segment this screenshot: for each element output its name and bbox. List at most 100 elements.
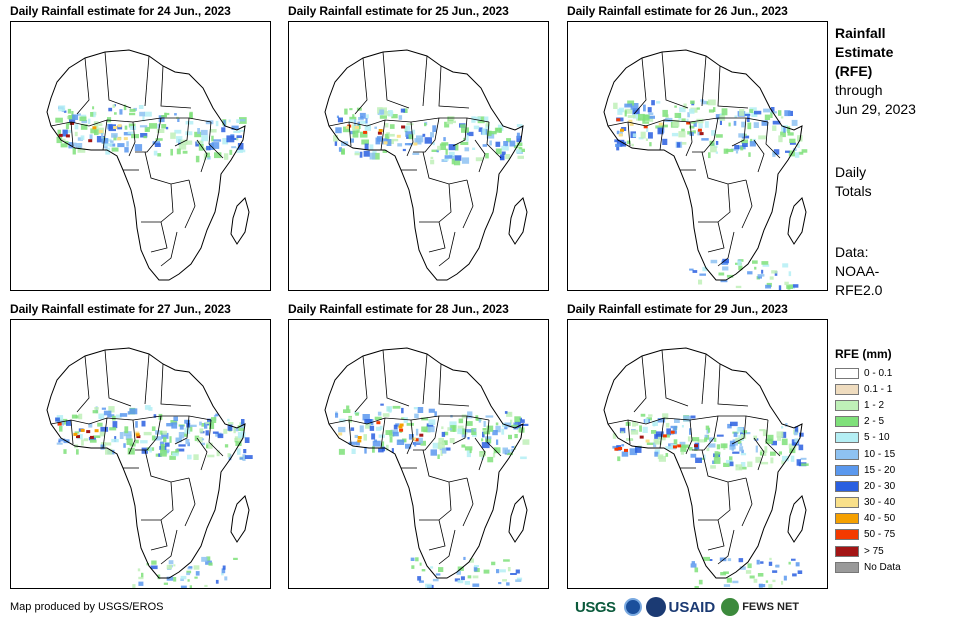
country-border: [382, 51, 410, 109]
rain-cell: [174, 129, 182, 134]
rain-cell: [194, 576, 198, 579]
rain-cell: [75, 143, 83, 149]
rain-cell: [729, 456, 733, 462]
rain-cell: [379, 109, 385, 115]
country-border: [208, 121, 224, 159]
rain-cell: [711, 130, 716, 136]
rain-cell: [624, 110, 627, 117]
rain-cell: [506, 452, 513, 456]
rain-cell: [64, 140, 69, 144]
rain-cell: [635, 446, 642, 453]
rain-cell: [371, 433, 376, 440]
rain-cell: [374, 439, 377, 443]
rain-cell: [786, 284, 793, 289]
rain-cell: [60, 143, 68, 148]
rain-cell: [100, 426, 109, 432]
rain-cell: [173, 577, 177, 582]
rain-cell: [726, 148, 734, 153]
rain-cell: [359, 151, 363, 158]
rain-cell: [716, 444, 721, 450]
rain-cell: [514, 416, 521, 423]
rain-cell: [436, 149, 439, 153]
country-border: [208, 419, 224, 457]
rain-cell: [621, 444, 625, 447]
rain-cell: [772, 570, 778, 573]
heavy-rain-cell: [135, 433, 140, 437]
rainfall-layer: [612, 413, 809, 588]
heavy-rain-cell: [345, 125, 350, 129]
country-border: [150, 519, 168, 551]
rain-cell: [689, 428, 692, 435]
rain-cell: [783, 126, 786, 133]
rain-cell: [372, 446, 375, 453]
country-border: [102, 417, 108, 449]
rain-cell: [799, 432, 804, 437]
rain-cell: [428, 408, 435, 413]
rain-cell: [670, 425, 678, 429]
rain-cell: [758, 135, 766, 140]
rain-cell: [482, 144, 488, 147]
rain-cell: [753, 435, 758, 440]
rain-cell: [662, 109, 668, 117]
rain-cell: [160, 449, 167, 457]
heavy-rain-cell: [117, 124, 122, 128]
country-border: [428, 221, 446, 253]
rain-cell: [656, 101, 661, 104]
country-border: [160, 231, 178, 267]
rain-cell: [707, 99, 716, 106]
heavy-rain-cell: [76, 435, 80, 439]
rain-cell: [188, 566, 193, 569]
rain-cell: [68, 115, 76, 120]
rain-cell: [75, 415, 80, 419]
rain-cell: [221, 568, 226, 574]
rain-cell: [430, 159, 435, 165]
rain-cell: [718, 451, 721, 455]
rain-cell: [477, 116, 485, 124]
heavy-rain-cell: [618, 447, 623, 450]
rain-cell: [333, 135, 338, 142]
rain-cell: [726, 577, 732, 583]
country-border: [348, 121, 352, 147]
rain-cell: [690, 100, 695, 104]
rain-cell: [495, 148, 502, 155]
rain-cell: [632, 114, 639, 119]
rain-cell: [143, 135, 147, 139]
rain-cell: [485, 121, 490, 127]
rain-cell: [794, 152, 800, 158]
rain-cell: [797, 570, 803, 574]
rain-cell: [92, 435, 100, 438]
rain-cell: [112, 421, 118, 429]
rain-cell: [755, 456, 761, 463]
rain-cell: [65, 123, 69, 130]
rain-cell: [408, 434, 414, 440]
rain-cell: [425, 583, 432, 588]
legend-swatch: [835, 399, 859, 411]
country-border: [102, 119, 108, 151]
country-border: [380, 417, 386, 449]
rain-cell: [354, 119, 357, 126]
rain-cell: [519, 148, 525, 152]
country-border: [452, 117, 468, 147]
rfe-map-28-jun: [288, 319, 549, 589]
rain-cell: [144, 126, 150, 132]
rain-cell: [450, 425, 457, 432]
rain-cell: [163, 437, 167, 443]
rain-cell: [777, 436, 781, 441]
rain-cell: [472, 575, 479, 579]
rain-cell: [772, 125, 777, 131]
rain-cell: [161, 115, 167, 118]
rain-cell: [648, 132, 653, 139]
rain-cell: [101, 138, 109, 144]
country-border: [717, 363, 749, 407]
rain-cell: [350, 427, 355, 431]
rain-cell: [238, 129, 245, 132]
rain-cell: [240, 431, 245, 437]
rain-cell: [343, 409, 351, 413]
rain-cell: [654, 440, 662, 445]
rain-cell: [654, 451, 659, 457]
rain-cell: [391, 138, 399, 142]
heavy-rain-cell: [94, 429, 99, 433]
rain-cell: [382, 149, 388, 153]
heavy-rain-cell: [57, 422, 62, 426]
rain-cell: [646, 442, 654, 445]
